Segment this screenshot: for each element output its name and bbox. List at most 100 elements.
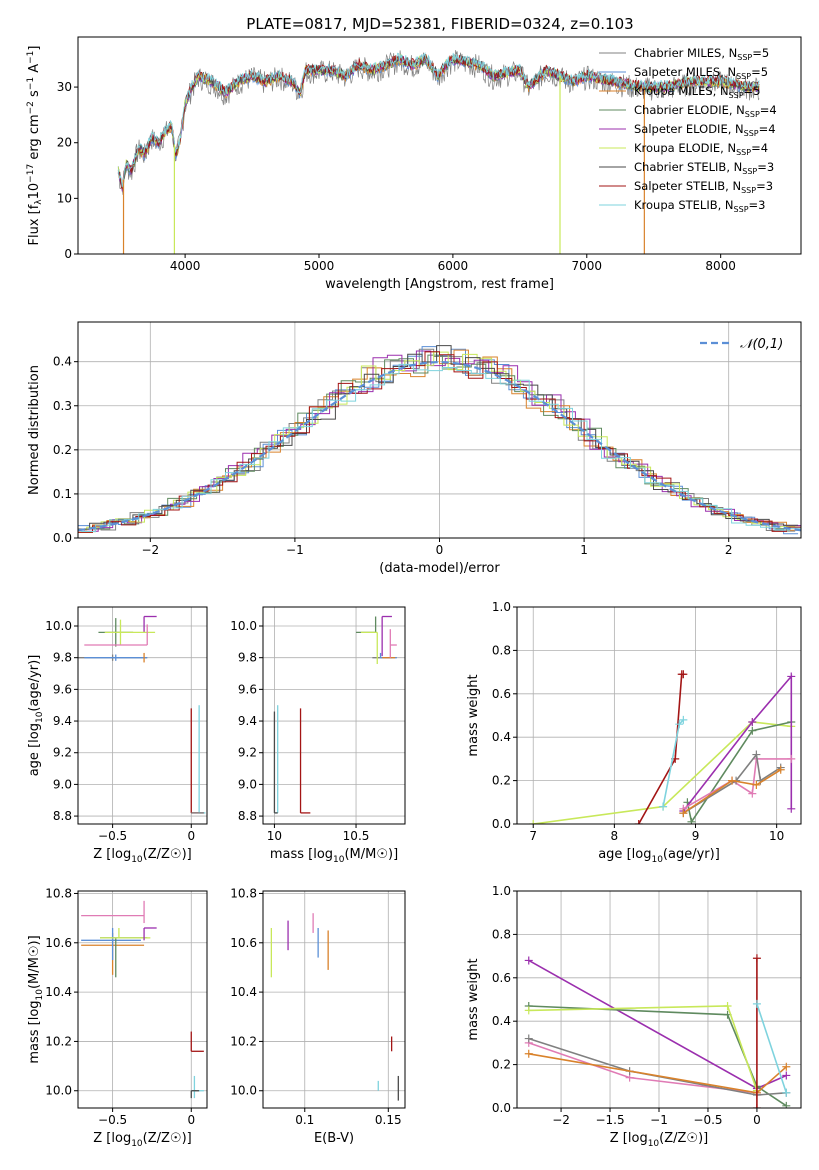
weight_vs_Z-series-4	[528, 1037, 787, 1096]
mass_vs_EBV-frame	[262, 890, 406, 1109]
x-tick-label: 0	[753, 1113, 761, 1127]
legend-entry-2: Kroupa MILES, NSSP=5	[634, 84, 760, 100]
residuals-frame	[77, 321, 802, 539]
y-tick-label: 10.0	[45, 619, 72, 633]
x-tick-label: 0	[436, 543, 444, 557]
y-tick-label: 0.0	[53, 531, 72, 545]
y-axis-label: age [log10(age/yr)]	[27, 655, 45, 777]
y-tick-label: 0.8	[492, 927, 511, 941]
y-tick-label: 0.0	[492, 817, 511, 831]
age_vs_Z-panel: −0.5 0 8.8 9.0 9.2 9.4 9.6 9.8 10.0 Z [log10(Z/Z☉…	[27, 606, 208, 865]
mass_vs_Z-point-4	[143, 927, 157, 941]
x-tick-label: 4000	[170, 259, 201, 273]
weight_vs_age-marker-5-0	[679, 809, 688, 818]
mass_vs_Z-point-5	[81, 900, 145, 924]
mass_vs_Z-point-3	[100, 927, 151, 939]
age_vs_mass-plot-area	[263, 607, 405, 824]
weight_vs_age-marker-1-1	[687, 817, 696, 824]
weight_vs_age-series-1	[686, 721, 792, 824]
weight_vs_age-marker-5-3	[776, 765, 785, 774]
legend-entry-5: Kroupa ELODIE, NSSP=4	[634, 141, 768, 157]
x-axis-label: Z [log10(Z/Z☉)]	[93, 847, 191, 865]
mass_vs_Z-point-8	[190, 1090, 200, 1099]
age_vs_Z-point-6	[84, 624, 148, 646]
x-axis-label: age [log10(age/yr)]	[598, 847, 720, 865]
x-tick-label: −0.5	[693, 1113, 722, 1127]
mass_vs_EBV-panel: 0.1 0.15 10.0 10.2 10.4 10.6 10.8 E(B-V)	[230, 886, 406, 1146]
mass_vs_Z-panel: −0.5 0 10.0 10.2 10.4 10.6 10.8 Z [log10(Z/Z☉)]…	[27, 886, 208, 1149]
x-tick-label: 1	[580, 543, 588, 557]
y-tick-label: 0.2	[492, 774, 511, 788]
x-tick-label: 10.5	[343, 829, 370, 843]
x-tick-label: −1	[650, 1113, 668, 1127]
y-axis-label: mass weight	[466, 674, 481, 756]
weight_vs_age-series-5	[682, 769, 782, 814]
weight_vs_age-series-3	[682, 758, 792, 810]
y-tick-label: 10.8	[230, 886, 257, 900]
x-tick-label: −2	[552, 1113, 570, 1127]
x-tick-label: 0.1	[295, 1113, 314, 1127]
y-tick-label: 9.6	[238, 682, 257, 696]
x-tick-label: 9	[692, 829, 700, 843]
x-tick-label: 10	[267, 829, 282, 843]
x-tick-label: 2	[725, 543, 733, 557]
histogram-salpeter-miles	[78, 346, 799, 535]
age_vs_mass-point-1	[379, 652, 397, 659]
y-tick-label: 10	[57, 191, 72, 205]
age_vs_mass-point-5	[360, 631, 378, 665]
age_vs_mass-point-6	[389, 629, 397, 658]
weight_vs_age-marker-7-2	[679, 715, 688, 724]
x-axis-label: mass [log10(M/M☉)]	[270, 847, 398, 865]
y-axis-label: Normed distribution	[27, 365, 42, 495]
x-axis-label: E(B-V)	[314, 1131, 354, 1146]
weight_vs_Z-plot-area	[517, 891, 801, 1108]
weight_vs_Z-marker-4-0	[524, 1034, 533, 1043]
x-tick-label: −2	[141, 543, 159, 557]
x-tick-label: 6000	[438, 259, 469, 273]
legend-entry-6: Chabrier STELIB, NSSP=3	[634, 160, 774, 176]
weight_vs_Z-marker-7-0	[752, 999, 761, 1008]
figure-title: PLATE=0817, MJD=52381, FIBERID=0324, z=0…	[246, 15, 633, 33]
x-tick-label: −1	[286, 543, 304, 557]
x-axis-label: Z [log10(Z/Z☉)]	[610, 1131, 708, 1149]
y-tick-label: 9.8	[53, 651, 72, 665]
y-tick-label: 0.4	[53, 355, 72, 369]
weight_vs_age-marker-2-1	[748, 718, 757, 727]
histogram-salpeter-stelib	[78, 351, 801, 533]
y-tick-label: 10.4	[230, 985, 257, 999]
y-tick-label: 0.6	[492, 971, 511, 985]
weight_vs_age-series-6	[638, 673, 684, 824]
legend-entry-0: Chabrier MILES, NSSP=5	[634, 46, 769, 62]
weight_vs_Z-marker-2-0	[524, 1006, 533, 1015]
age_vs_mass-point-3	[356, 616, 377, 633]
x-tick-label: −0.5	[98, 829, 127, 843]
x-tick-label: 0	[187, 1113, 195, 1127]
y-tick-label: 0.8	[492, 643, 511, 657]
mass_vs_Z-point-7	[191, 1075, 204, 1099]
weight_vs_Z-marker-6-1	[752, 954, 761, 963]
y-tick-label: 0.4	[492, 730, 511, 744]
spectrum-line-kroupa-stelib	[117, 51, 760, 188]
age_vs_mass-frame	[262, 606, 406, 825]
y-axis-label: mass [log10(M/M☉)]	[27, 935, 45, 1063]
y-tick-label: 0.0	[492, 1101, 511, 1115]
spectrum-legend: Chabrier MILES, NSSP=5 Salpeter MILES, NS…	[599, 46, 777, 214]
y-tick-label: 10.8	[45, 886, 72, 900]
gaussian-curve	[78, 360, 801, 532]
mass_vs_Z-point-1	[81, 927, 141, 961]
weight_vs_Z-series-0	[528, 959, 787, 1090]
x-tick-label: 5000	[304, 259, 335, 273]
y-tick-label: 9.8	[238, 651, 257, 665]
y-tick-label: 9.2	[238, 746, 257, 760]
weight_vs_age-marker-7-0	[659, 802, 668, 811]
x-axis-label: wavelength [Angstrom, rest frame]	[325, 277, 554, 292]
histogram-kroupa-elodie	[78, 351, 796, 531]
y-tick-label: 8.8	[53, 809, 72, 823]
age_vs_mass-point-9	[273, 711, 278, 814]
weight_vs_age-marker-3-4	[787, 754, 796, 763]
weight_vs_age-panel: 7 8 9 10 0.0 0.2 0.4 0.6 0.8 1.0 age [log10(age/yr…	[466, 600, 802, 865]
weight_vs_Z-marker-0-0	[524, 956, 533, 965]
spectrum-frame	[77, 36, 802, 255]
y-axis-label: mass weight	[466, 958, 481, 1040]
